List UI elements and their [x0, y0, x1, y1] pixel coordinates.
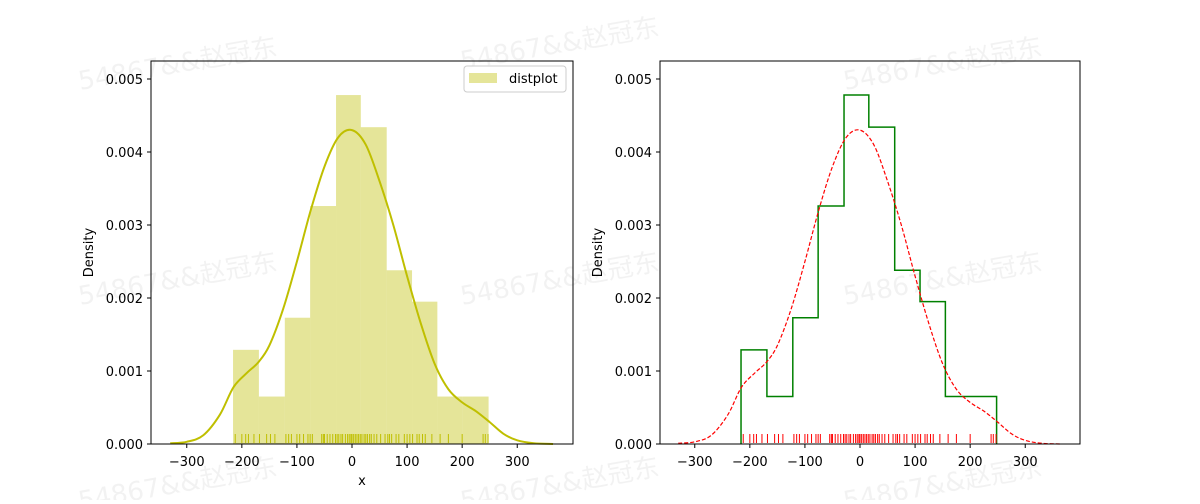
y-tick-label: 0.000: [615, 438, 652, 453]
axes-border: [659, 60, 1081, 445]
x-tick-label: 200: [450, 455, 475, 470]
rug-ticks: [234, 434, 489, 443]
y-tick-label: 0.004: [106, 146, 143, 161]
histogram-bar: [462, 396, 489, 444]
histogram-bar: [336, 95, 361, 444]
axes-border: [150, 60, 574, 445]
histogram-bar: [258, 396, 285, 444]
x-tick-label: −100: [787, 455, 823, 470]
step-histogram-outline: [740, 94, 998, 444]
x-tick-label: 100: [395, 455, 420, 470]
right-step-histogram-axes: −300 −200 −100 0 100 200 300 0.0000.0010.0020.…: [591, 60, 1081, 470]
histogram-bar: [284, 317, 311, 444]
x-tick-label: −200: [224, 455, 260, 470]
x-axis-ticks: −300 −200 −100 0 100 200 300: [169, 444, 530, 470]
x-axis-label: x: [358, 474, 366, 489]
y-tick-label: 0.003: [615, 219, 652, 234]
x-tick-label: −300: [677, 455, 713, 470]
legend-swatch-distplot: [469, 73, 497, 83]
y-tick-label: 0.005: [106, 73, 143, 88]
x-tick-label: 100: [903, 455, 928, 470]
legend-label-distplot: distplot: [509, 72, 558, 87]
y-tick-label: 0.003: [106, 219, 143, 234]
legend: distplot: [463, 65, 567, 93]
x-tick-label: 300: [1013, 455, 1038, 470]
watermark-text: 54867&&赵冠东: [841, 32, 1044, 96]
y-tick-label: 0.002: [615, 292, 652, 307]
x-tick-label: −200: [732, 455, 768, 470]
y-tick-label: 0.005: [615, 73, 652, 88]
y-axis-label: Density: [591, 227, 606, 277]
y-tick-label: 0.001: [615, 365, 652, 380]
y-tick-label: 0.000: [106, 438, 143, 453]
histogram-bars: [233, 95, 489, 445]
y-tick-label: 0.002: [106, 292, 143, 307]
y-axis-label: Density: [82, 227, 97, 277]
histogram-bar: [386, 270, 413, 444]
histogram-bar: [310, 206, 337, 444]
x-tick-label: 300: [505, 455, 530, 470]
y-tick-label: 0.001: [106, 365, 143, 380]
x-tick-label: −300: [169, 455, 205, 470]
axes-frame: [150, 60, 574, 445]
histogram-bar: [437, 396, 463, 444]
kde-curve: [170, 128, 554, 445]
x-tick-label: 0: [348, 455, 356, 470]
x-axis-ticks: −300 −200 −100 0 100 200 300: [677, 444, 1038, 470]
axes-frame: [659, 60, 1081, 445]
left-distplot-axes: −300 −200 −100 0 100 200 300 0.0000.0010.0020.…: [82, 60, 574, 489]
x-tick-label: 0: [856, 455, 864, 470]
y-axis-ticks: 0.000 0.001 0.002 0.003 0.004 0.005: [615, 73, 660, 453]
watermark-text: 54867&&赵冠东: [458, 452, 661, 500]
histogram-bar: [412, 301, 438, 444]
x-tick-label: −100: [279, 455, 315, 470]
rug-ticks: [742, 434, 997, 443]
histogram-bar: [233, 349, 259, 444]
y-tick-label: 0.004: [615, 146, 652, 161]
y-axis-ticks: 0.000 0.001 0.002 0.003 0.004 0.005: [106, 73, 151, 453]
kde-dashed-curve: [678, 129, 1062, 445]
x-tick-label: 200: [958, 455, 983, 470]
legend-frame: [463, 65, 567, 93]
histogram-bar: [360, 127, 387, 445]
